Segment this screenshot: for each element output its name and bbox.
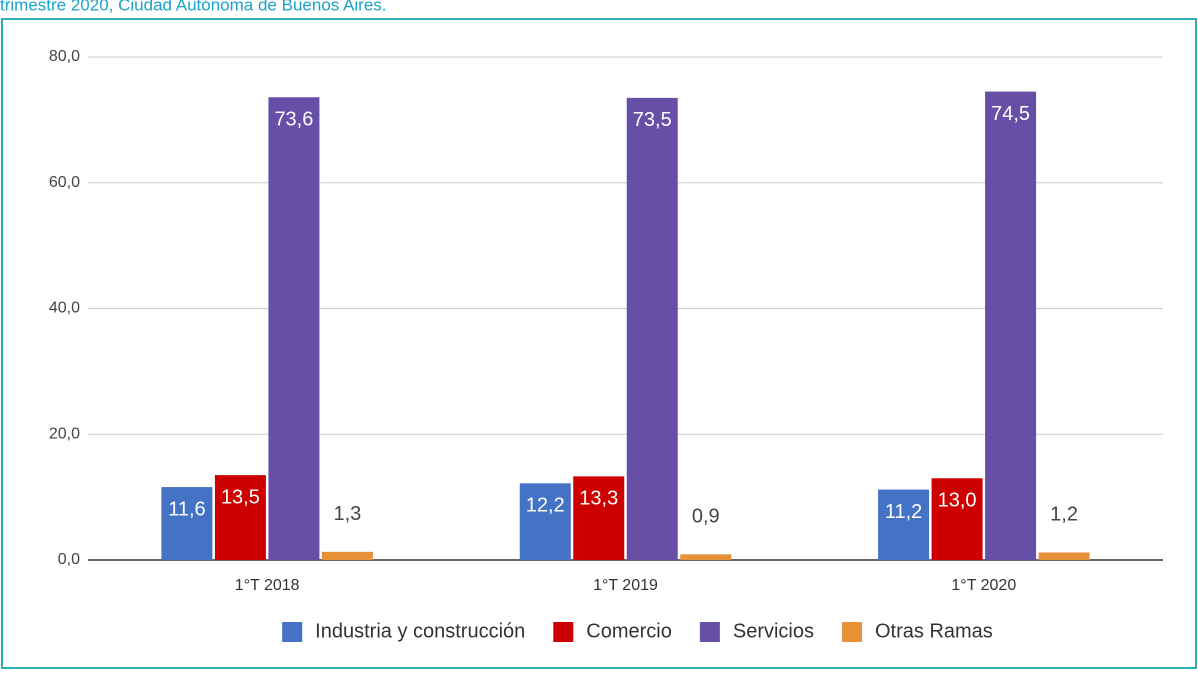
data-label: 73,6 [274,109,313,131]
y-tick-label: 40,0 [49,300,80,317]
legend-label: Servicios [733,620,814,642]
y-tick-label: 80,0 [49,48,80,65]
legend-swatch [553,622,574,642]
data-label: 11,2 [885,501,922,523]
y-tick-label: 0,0 [58,551,80,568]
bar [985,91,1037,561]
data-label: 11,6 [168,498,205,520]
data-label: 0,9 [692,506,720,528]
x-tick-label: 1°T 2020 [951,577,1016,594]
x-tick-label: 1°T 2018 [235,577,300,594]
data-label: 13,5 [221,486,260,508]
chart-border [1,18,1197,669]
x-tick-label: 1°T 2019 [593,577,658,594]
data-label: 1,3 [334,503,362,525]
bar [931,478,983,560]
data-label: 13,3 [579,488,618,510]
data-label: 13,0 [938,490,977,512]
legend-label: Comercio [586,620,672,642]
y-tick-label: 20,0 [49,425,80,442]
bar [1038,552,1090,560]
bar [161,487,213,560]
bar [626,97,678,561]
legend-swatch [842,622,863,642]
data-label: 1,2 [1050,504,1078,526]
bar [519,483,571,560]
legend-swatch [699,622,720,642]
data-label: 74,5 [991,103,1030,125]
bar [680,554,732,560]
data-label: 73,5 [633,109,672,131]
bar [214,475,266,560]
bar [878,489,930,560]
y-tick-label: 60,0 [49,174,80,191]
bar [268,97,320,561]
data-label: 12,2 [526,495,565,517]
bar [573,476,625,560]
chart-title: trimestre 2020, Ciudad Autónoma de Bueno… [0,0,387,14]
legend-label: Otras Ramas [875,620,993,642]
legend-label: Industria y construcción [315,620,525,642]
legend-swatch [282,622,303,642]
bar [321,551,373,560]
